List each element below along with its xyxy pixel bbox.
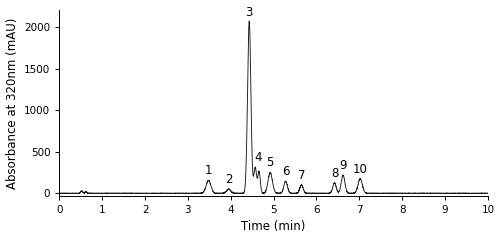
Text: 7: 7 <box>298 169 305 182</box>
Text: 4: 4 <box>254 151 262 164</box>
Text: 8: 8 <box>331 167 338 180</box>
Text: 10: 10 <box>353 163 368 176</box>
Text: 6: 6 <box>282 165 290 178</box>
Text: 2: 2 <box>225 173 232 186</box>
X-axis label: Time (min): Time (min) <box>242 220 306 234</box>
Y-axis label: Absorbance at 320nm (mAU): Absorbance at 320nm (mAU) <box>6 17 18 189</box>
Text: 9: 9 <box>340 159 347 172</box>
Text: 5: 5 <box>266 156 274 169</box>
Text: 1: 1 <box>205 164 212 177</box>
Text: 3: 3 <box>246 6 253 19</box>
